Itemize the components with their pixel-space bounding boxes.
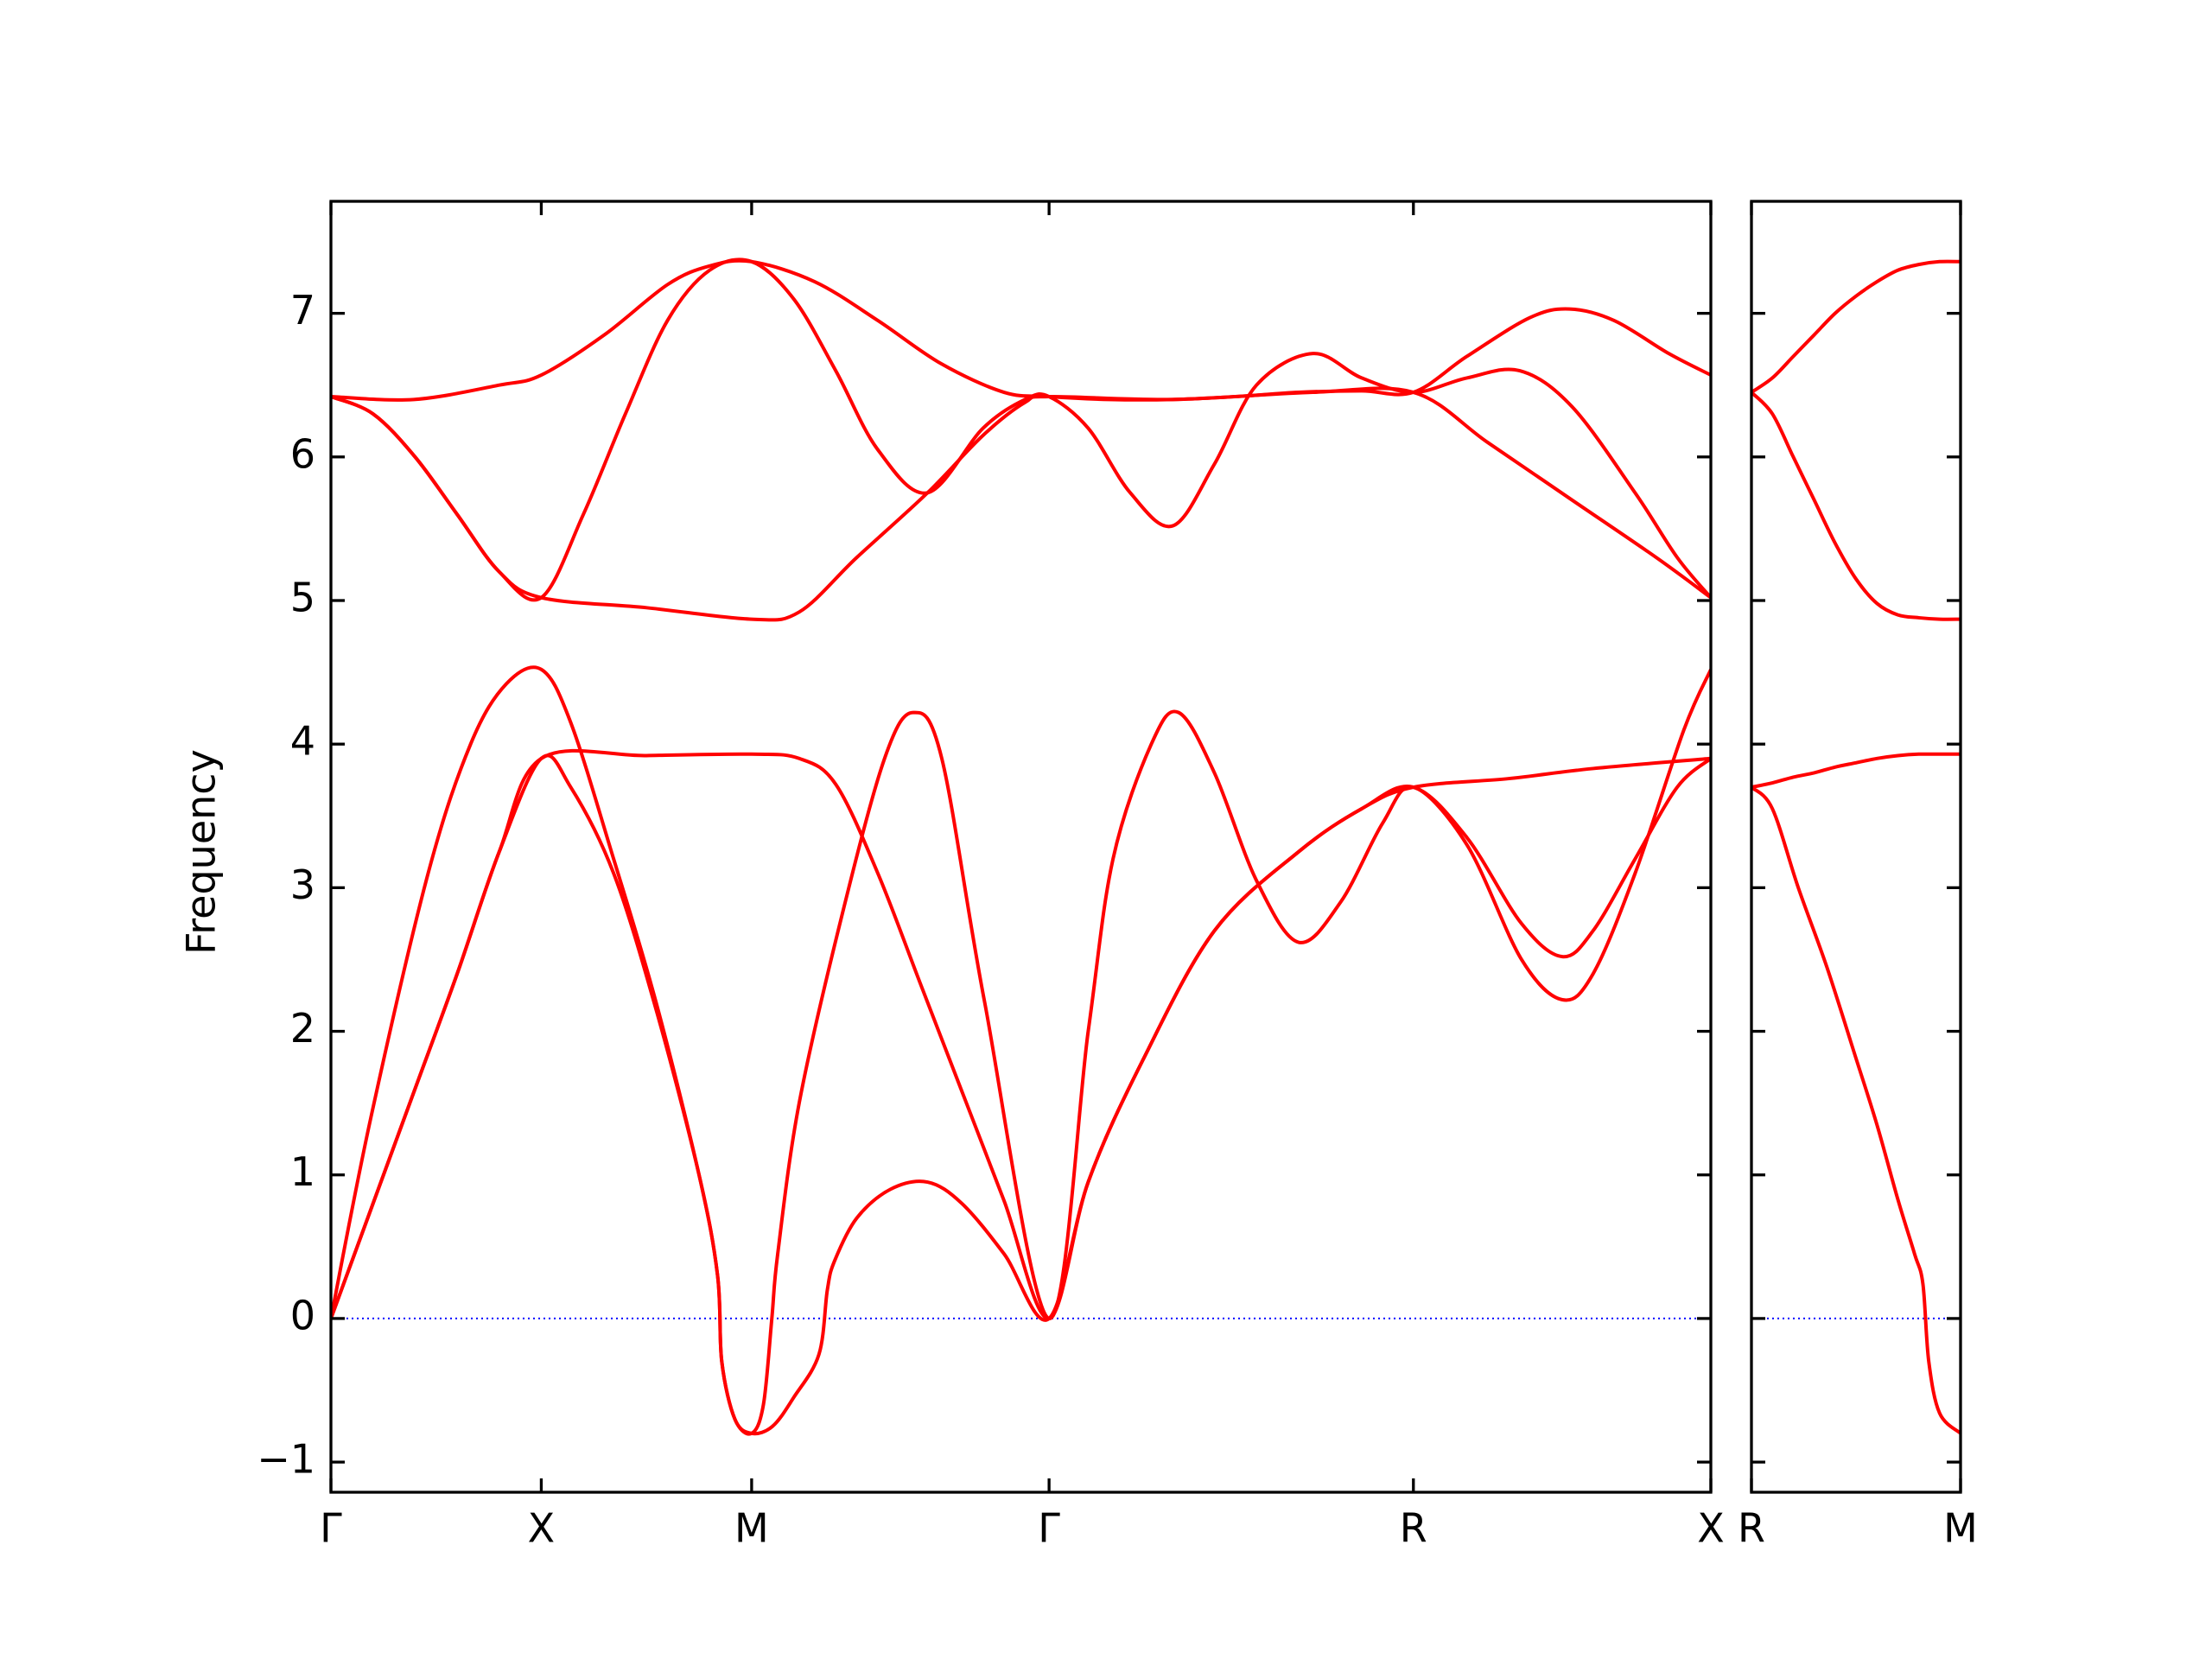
band-line: [1751, 785, 1961, 1435]
y-tick-label: 1: [290, 1148, 315, 1195]
band-line: [1751, 752, 1961, 789]
y-tick-label: −1: [257, 1436, 315, 1483]
plot-frame: [329, 200, 1713, 1494]
plot-frame: [1750, 200, 1962, 1494]
y-tick-label: 6: [290, 430, 315, 477]
x-tick-label: M: [734, 1505, 769, 1552]
band-line: [331, 257, 1711, 602]
x-tick-label: R: [1738, 1505, 1765, 1552]
band-line: [1751, 391, 1961, 621]
y-axis-label: Frequency: [178, 749, 225, 955]
x-tick-label: R: [1400, 1505, 1427, 1552]
y-tick-label: 5: [290, 574, 315, 620]
band-line: [1751, 259, 1961, 394]
x-tick-label: Γ: [320, 1505, 342, 1552]
y-tick-label: 0: [290, 1292, 315, 1338]
x-tick-label: M: [1943, 1505, 1978, 1552]
y-tick-label: 3: [290, 861, 315, 908]
x-tick-label: X: [528, 1505, 556, 1552]
y-tick-label: 4: [290, 718, 315, 765]
x-tick-label: Γ: [1038, 1505, 1060, 1552]
y-tick-label: 7: [290, 287, 315, 334]
band-line: [331, 258, 1711, 402]
x-tick-label: X: [1697, 1505, 1725, 1552]
y-tick-label: 2: [290, 1005, 315, 1052]
band-line: [331, 748, 1711, 1320]
band-line: [331, 753, 1711, 1436]
band-line: [331, 386, 1711, 622]
